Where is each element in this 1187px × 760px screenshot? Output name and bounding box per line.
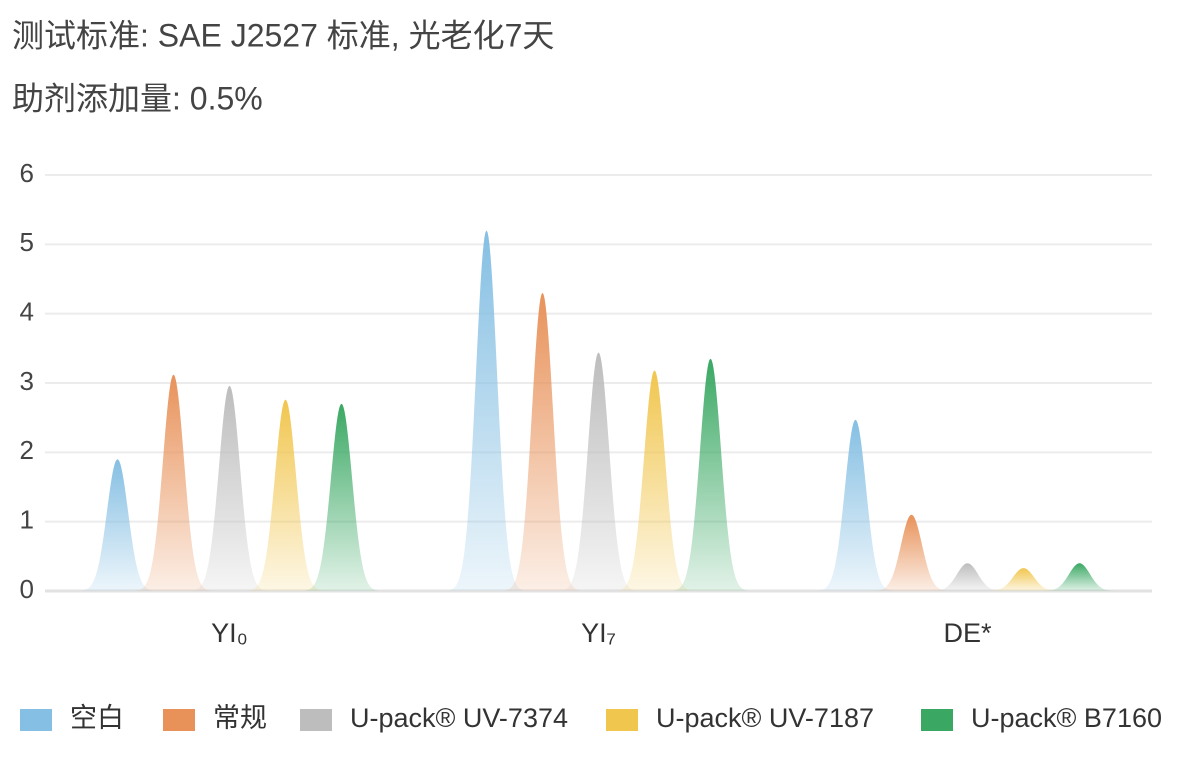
peak <box>504 292 581 591</box>
peak <box>1041 563 1118 591</box>
y-tick-label: 5 <box>20 227 34 257</box>
chart-subtitle: 助剂添加量: 0.5% <box>12 80 263 116</box>
peak <box>303 403 380 591</box>
y-tick-label: 2 <box>20 435 34 465</box>
peak <box>929 563 1006 591</box>
peak <box>135 374 212 591</box>
legend-swatch <box>163 709 195 731</box>
legend-label: U-pack® UV-7374 <box>350 703 568 733</box>
y-tick-label: 6 <box>20 158 34 188</box>
x-tick-label: DE* <box>943 618 992 648</box>
x-tick-label: YI₀ <box>211 618 248 648</box>
peak <box>672 358 749 591</box>
peak <box>191 385 268 591</box>
peak <box>873 514 950 591</box>
legend-swatch <box>300 709 332 731</box>
legend-label: U-pack® B7160 <box>971 703 1162 733</box>
legend-swatch <box>20 709 52 731</box>
peak <box>616 370 693 591</box>
chart-title: 测试标准: SAE J2527 标准, 光老化7天 <box>12 17 554 53</box>
legend-swatch <box>921 709 953 731</box>
y-tick-label: 0 <box>20 574 34 604</box>
peak <box>79 459 156 591</box>
x-tick-label: YI₇ <box>581 618 616 648</box>
peak <box>448 230 525 591</box>
y-tick-label: 1 <box>20 505 34 535</box>
peak <box>247 399 324 591</box>
legend-label: 常规 <box>213 703 267 733</box>
y-tick-label: 3 <box>20 366 34 396</box>
peak <box>817 419 894 591</box>
peak <box>985 568 1062 591</box>
legend-label: 空白 <box>70 703 124 733</box>
legend-swatch <box>606 709 638 731</box>
peak <box>560 352 637 591</box>
y-tick-label: 4 <box>20 297 34 327</box>
legend-label: U-pack® UV-7187 <box>656 703 874 733</box>
